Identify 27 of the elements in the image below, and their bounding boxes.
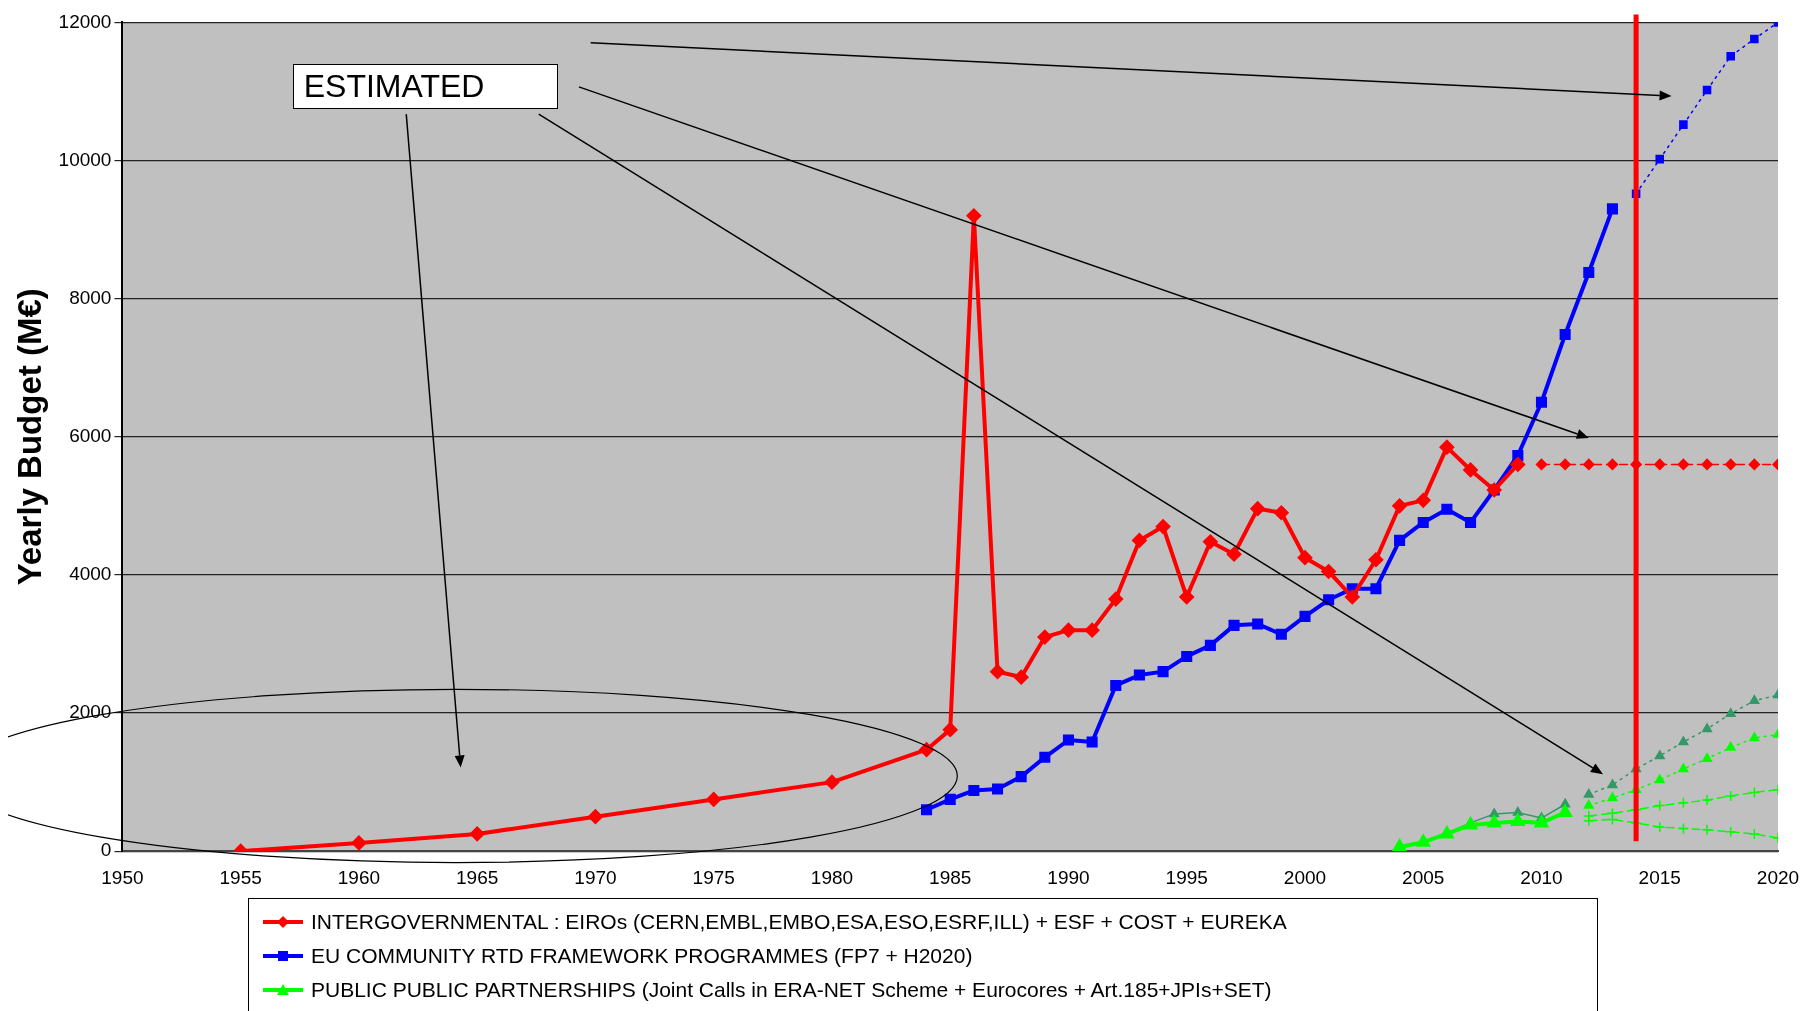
x-tick-label: 1960	[337, 866, 381, 888]
x-tick-label: 1990	[1047, 866, 1090, 888]
x-tick-label: 2010	[1520, 866, 1563, 888]
x-tick-label: 1970	[574, 866, 617, 888]
y-tick-label: 10000	[58, 148, 112, 170]
legend-label: PUBLIC PUBLIC PARTNERSHIPS (Joint Calls in ERA-NET Scheme + Eurocores + Art.185+JPIs+SET)	[311, 978, 1272, 1002]
x-tick-label: 2005	[1402, 866, 1445, 888]
y-tick-label: 6000	[69, 425, 112, 447]
x-tick-label: 1980	[810, 866, 854, 888]
y-tick-label: 8000	[69, 286, 112, 308]
y-tick-label: 2000	[69, 701, 112, 723]
x-tick-label: 1950	[101, 866, 144, 888]
annotation: ESTIMATED	[292, 63, 558, 109]
legend-label: INTERGOVERNMENTAL : EIROs (CERN,EMBL,EMBO,ESA,ESO,ESRF,ILL) + ESF + COST + EUREKA	[311, 910, 1287, 934]
y-axis-title: Yearly Budget (M€)	[10, 288, 48, 586]
x-tick-label: 1975	[692, 866, 735, 888]
legend-label: EU COMMUNITY RTD FRAMEWORK PROGRAMMES (FP7 + H2020)	[311, 944, 973, 968]
y-tick-label: 4000	[69, 563, 112, 585]
x-tick-label: 1985	[929, 866, 972, 888]
x-tick-label: 2000	[1283, 866, 1327, 888]
y-tick-label: 12000	[58, 10, 112, 32]
x-tick-label: 2015	[1638, 866, 1681, 888]
x-tick-label: 1965	[456, 866, 499, 888]
x-tick-label: 1955	[219, 866, 262, 888]
x-tick-label: 2020	[1756, 866, 1800, 888]
y-tick-label: 0	[100, 839, 112, 861]
x-tick-label: 1995	[1165, 866, 1208, 888]
